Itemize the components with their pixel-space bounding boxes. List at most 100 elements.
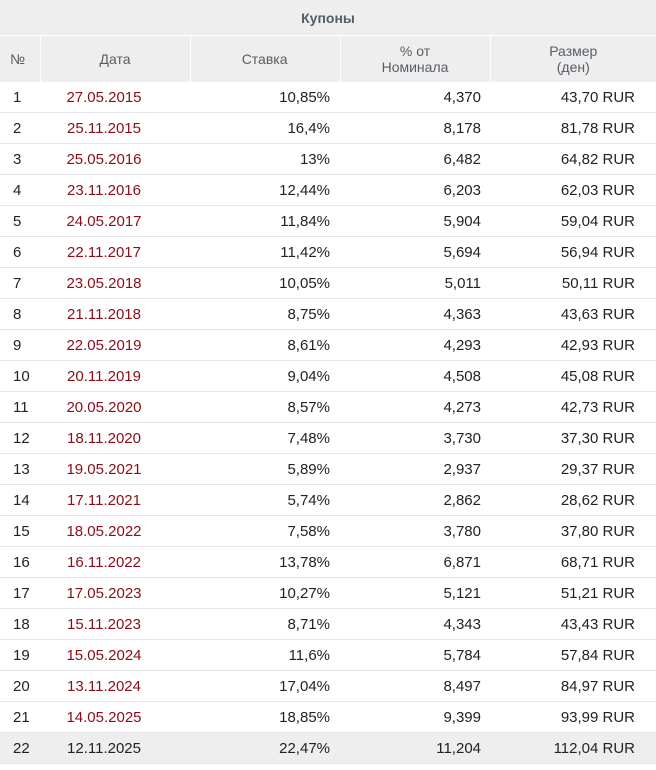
cell-date: 15.11.2023 <box>40 608 190 640</box>
cell-number: 11 <box>0 391 40 423</box>
cell-size: 62,03 RUR <box>490 174 656 206</box>
cell-size: 112,04 RUR <box>490 732 656 764</box>
table-row: 2 25.11.2015 16,4% 8,178 81,78 RUR <box>0 112 656 144</box>
cell-percent-of-nominal: 6,482 <box>340 143 490 175</box>
cell-number: 1 <box>0 82 40 113</box>
cell-rate: 7,58% <box>190 515 340 547</box>
cell-number: 10 <box>0 360 40 392</box>
cell-number: 17 <box>0 577 40 609</box>
table-row: 6 22.11.2017 11,42% 5,694 56,94 RUR <box>0 236 656 268</box>
cell-rate: 11,84% <box>190 205 340 237</box>
cell-size: 37,80 RUR <box>490 515 656 547</box>
cell-percent-of-nominal: 3,780 <box>340 515 490 547</box>
cell-rate: 9,04% <box>190 360 340 392</box>
cell-rate: 11,42% <box>190 236 340 268</box>
cell-percent-of-nominal: 4,363 <box>340 298 490 330</box>
cell-date: 23.11.2016 <box>40 174 190 206</box>
cell-date: 25.05.2016 <box>40 143 190 175</box>
table-row: 20 13.11.2024 17,04% 8,497 84,97 RUR <box>0 670 656 702</box>
cell-percent-of-nominal: 9,399 <box>340 701 490 733</box>
table-header: Купоны № Дата Ставка % от Номинала Разме… <box>0 0 656 82</box>
cell-rate: 5,74% <box>190 484 340 516</box>
cell-number: 20 <box>0 670 40 702</box>
table-row: 17 17.05.2023 10,27% 5,121 51,21 RUR <box>0 577 656 609</box>
cell-percent-of-nominal: 4,293 <box>340 329 490 361</box>
cell-rate: 10,27% <box>190 577 340 609</box>
cell-number: 8 <box>0 298 40 330</box>
cell-size: 93,99 RUR <box>490 701 656 733</box>
cell-size: 50,11 RUR <box>490 267 656 299</box>
cell-size: 51,21 RUR <box>490 577 656 609</box>
cell-date: 18.11.2020 <box>40 422 190 454</box>
cell-size: 81,78 RUR <box>490 112 656 144</box>
table-row: 1 27.05.2015 10,85% 4,370 43,70 RUR <box>0 82 656 113</box>
table-row: 4 23.11.2016 12,44% 6,203 62,03 RUR <box>0 174 656 206</box>
table-row: 5 24.05.2017 11,84% 5,904 59,04 RUR <box>0 205 656 237</box>
cell-percent-of-nominal: 4,370 <box>340 82 490 113</box>
table-title: Купоны <box>0 0 656 36</box>
cell-rate: 8,71% <box>190 608 340 640</box>
cell-number: 12 <box>0 422 40 454</box>
cell-percent-of-nominal: 3,730 <box>340 422 490 454</box>
cell-percent-of-nominal: 8,178 <box>340 112 490 144</box>
cell-percent-of-nominal: 5,011 <box>340 267 490 299</box>
cell-number: 22 <box>0 732 40 764</box>
column-header-rate: Ставка <box>190 35 341 82</box>
cell-date: 25.11.2015 <box>40 112 190 144</box>
cell-size: 42,73 RUR <box>490 391 656 423</box>
cell-number: 13 <box>0 453 40 485</box>
cell-rate: 5,89% <box>190 453 340 485</box>
table-row: 7 23.05.2018 10,05% 5,011 50,11 RUR <box>0 267 656 299</box>
cell-date: 15.05.2024 <box>40 639 190 671</box>
cell-date: 21.11.2018 <box>40 298 190 330</box>
table-row: 11 20.05.2020 8,57% 4,273 42,73 RUR <box>0 391 656 423</box>
table-row: 18 15.11.2023 8,71% 4,343 43,43 RUR <box>0 608 656 640</box>
cell-rate: 13,78% <box>190 546 340 578</box>
column-header-number: № <box>0 35 41 82</box>
cell-date: 17.05.2023 <box>40 577 190 609</box>
cell-percent-of-nominal: 2,862 <box>340 484 490 516</box>
cell-percent-of-nominal: 4,508 <box>340 360 490 392</box>
cell-percent-of-nominal: 5,784 <box>340 639 490 671</box>
cell-percent-of-nominal: 6,871 <box>340 546 490 578</box>
cell-rate: 10,05% <box>190 267 340 299</box>
cell-date: 23.05.2018 <box>40 267 190 299</box>
column-header-row: № Дата Ставка % от Номинала Размер (ден) <box>0 35 656 82</box>
cell-percent-of-nominal: 5,904 <box>340 205 490 237</box>
table-row: 8 21.11.2018 8,75% 4,363 43,63 RUR <box>0 298 656 330</box>
cell-rate: 8,61% <box>190 329 340 361</box>
cell-date: 22.11.2017 <box>40 236 190 268</box>
table-row: 14 17.11.2021 5,74% 2,862 28,62 RUR <box>0 484 656 516</box>
cell-date: 16.11.2022 <box>40 546 190 578</box>
cell-percent-of-nominal: 4,273 <box>340 391 490 423</box>
cell-rate: 16,4% <box>190 112 340 144</box>
cell-size: 42,93 RUR <box>490 329 656 361</box>
cell-date: 19.05.2021 <box>40 453 190 485</box>
cell-date: 20.11.2019 <box>40 360 190 392</box>
cell-date: 14.05.2025 <box>40 701 190 733</box>
cell-size: 68,71 RUR <box>490 546 656 578</box>
cell-date: 22.05.2019 <box>40 329 190 361</box>
column-header-date: Дата <box>40 35 191 82</box>
cell-size: 59,04 RUR <box>490 205 656 237</box>
cell-number: 18 <box>0 608 40 640</box>
cell-rate: 17,04% <box>190 670 340 702</box>
cell-number: 19 <box>0 639 40 671</box>
cell-number: 16 <box>0 546 40 578</box>
cell-number: 14 <box>0 484 40 516</box>
cell-rate: 22,47% <box>190 732 340 764</box>
table-row-current: 22 12.11.2025 22,47% 11,204 112,04 RUR <box>0 732 656 764</box>
cell-percent-of-nominal: 4,343 <box>340 608 490 640</box>
cell-rate: 11,6% <box>190 639 340 671</box>
table-row: 16 16.11.2022 13,78% 6,871 68,71 RUR <box>0 546 656 578</box>
table-row: 12 18.11.2020 7,48% 3,730 37,30 RUR <box>0 422 656 454</box>
cell-date: 17.11.2021 <box>40 484 190 516</box>
table-row: 13 19.05.2021 5,89% 2,937 29,37 RUR <box>0 453 656 485</box>
cell-number: 5 <box>0 205 40 237</box>
cell-rate: 8,75% <box>190 298 340 330</box>
cell-number: 4 <box>0 174 40 206</box>
table-body: 1 27.05.2015 10,85% 4,370 43,70 RUR 2 25.11.20… <box>0 82 656 764</box>
cell-rate: 8,57% <box>190 391 340 423</box>
cell-size: 43,70 RUR <box>490 82 656 113</box>
